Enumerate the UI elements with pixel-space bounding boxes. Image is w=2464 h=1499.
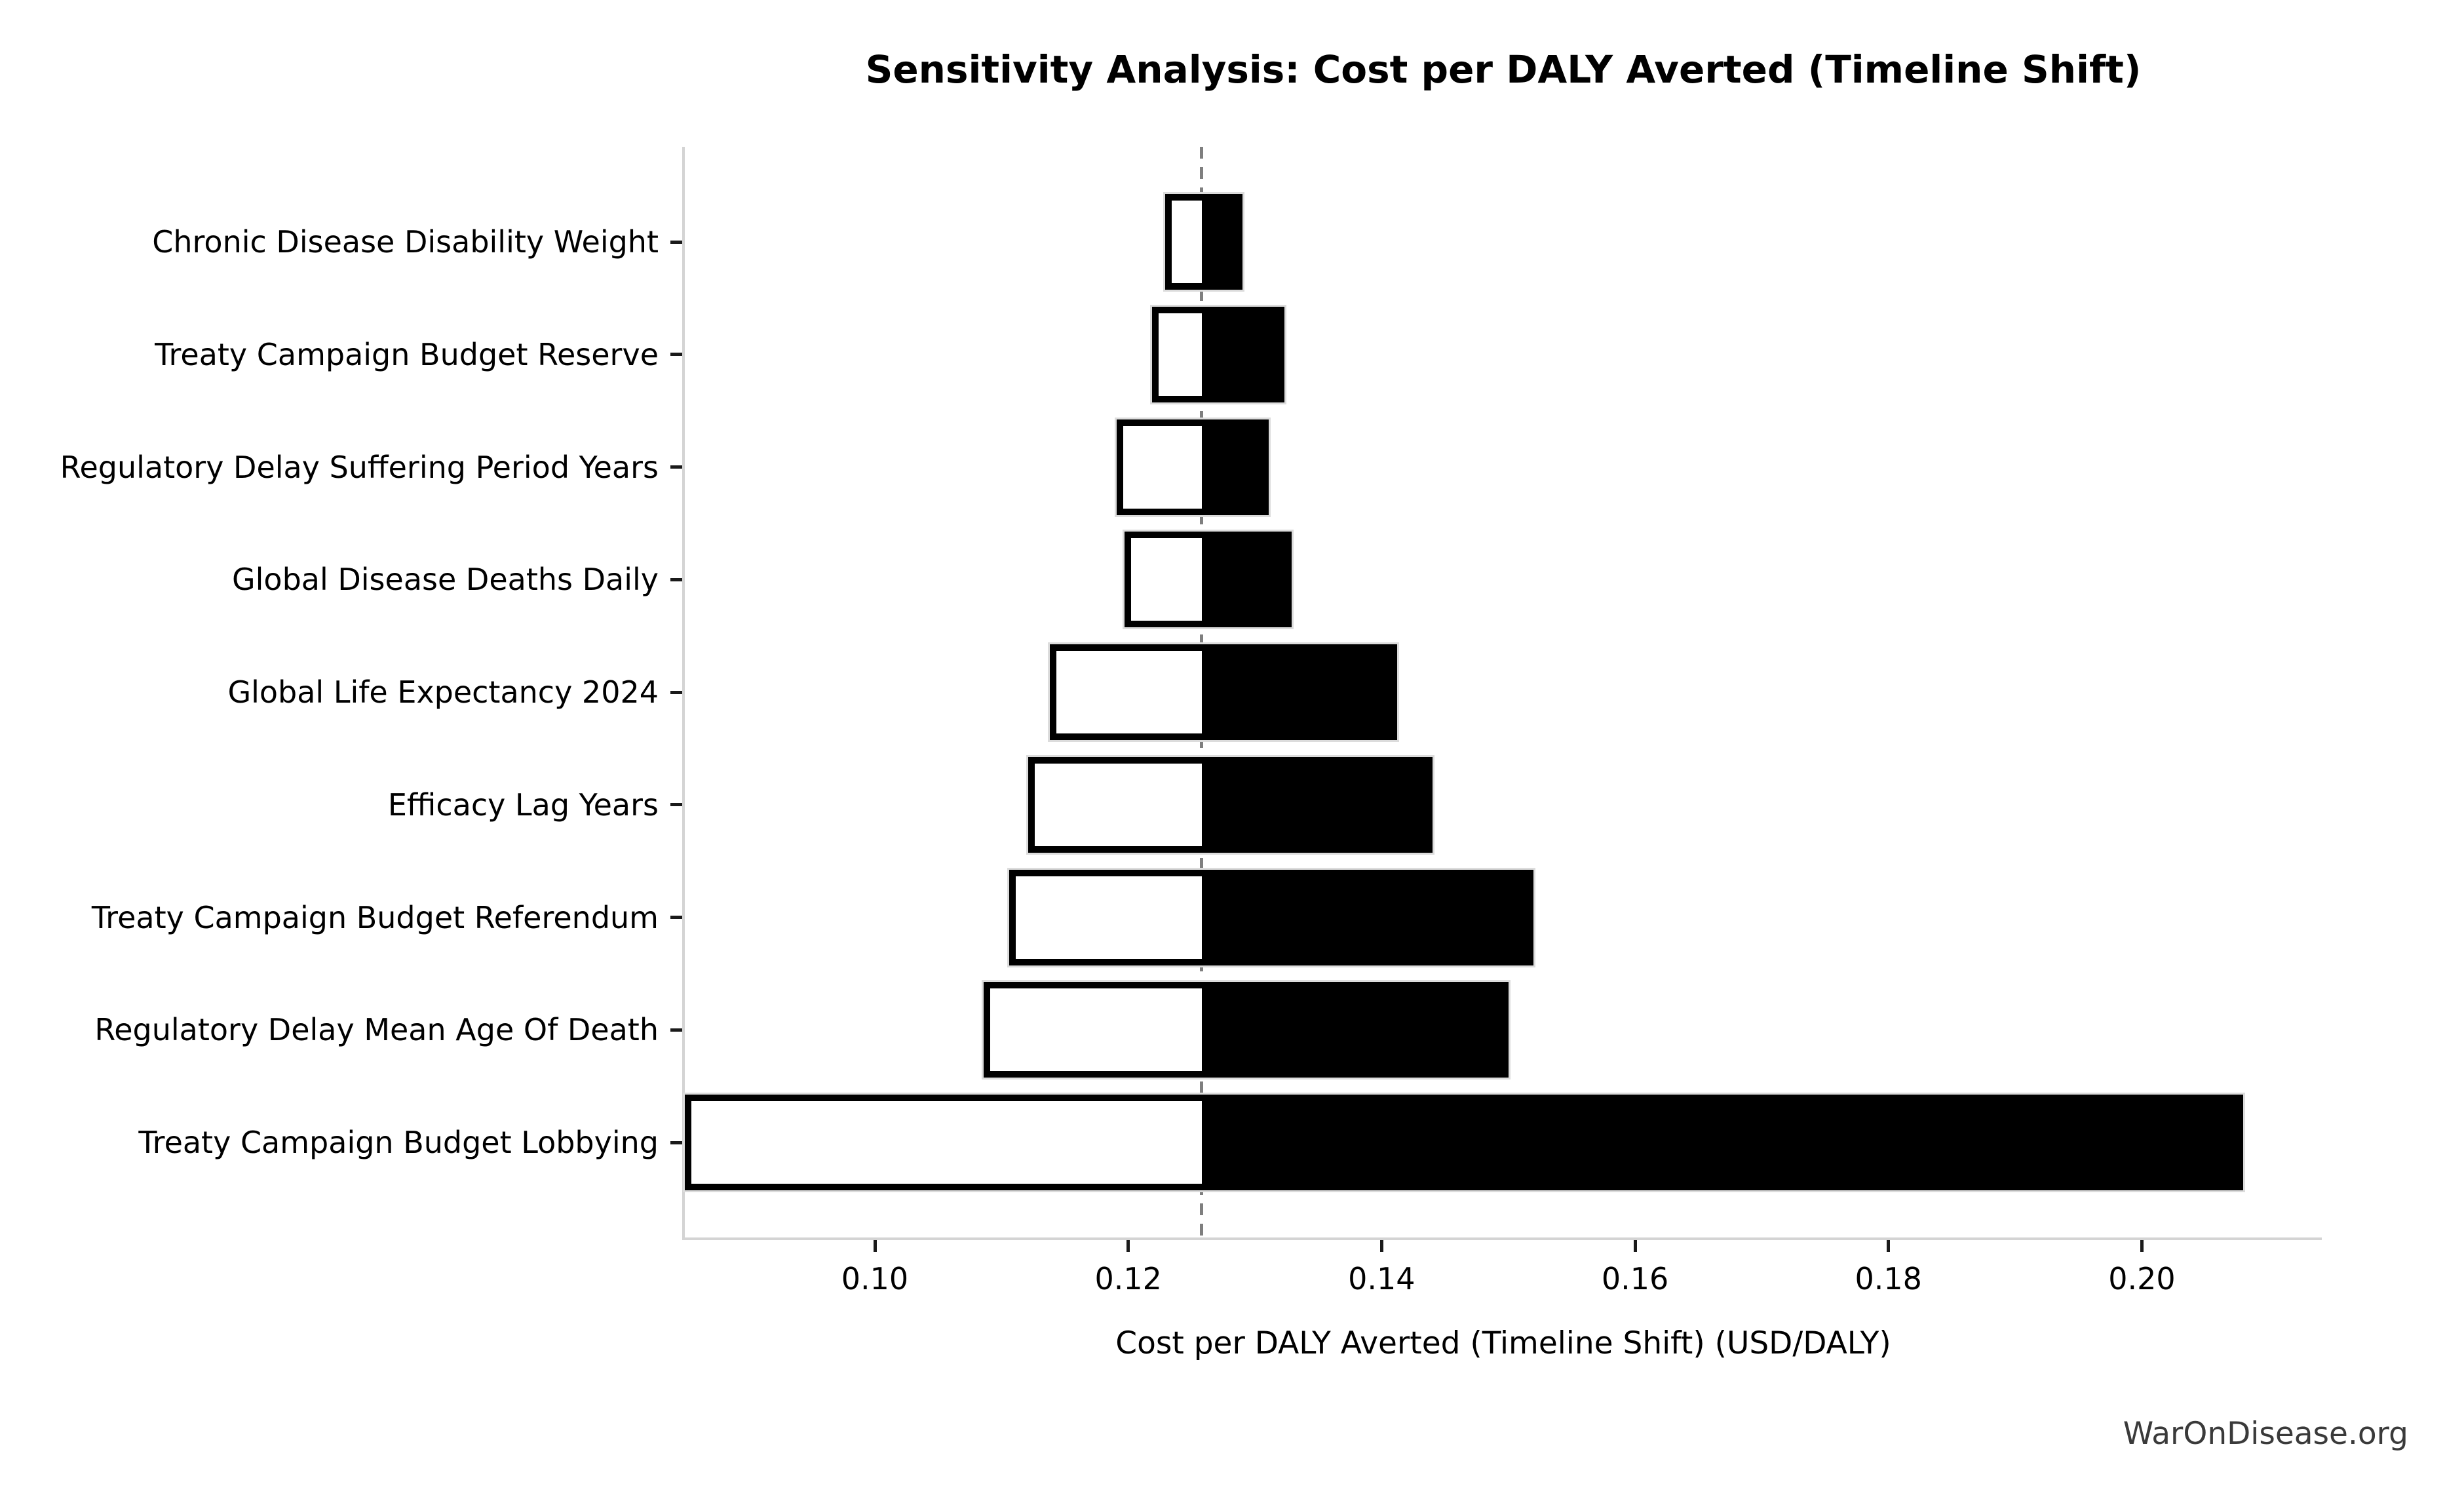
x-tick-mark (1887, 1240, 1891, 1252)
tornado-bar-low-segment (685, 1095, 1202, 1190)
tornado-bar (685, 1095, 2244, 1190)
y-tick-mark (670, 916, 682, 919)
tornado-bar-low-segment (1028, 756, 1202, 853)
tornado-bar (1028, 756, 1433, 853)
y-tick-label: Global Life Expectancy 2024 (227, 674, 659, 710)
tornado-bar (1165, 194, 1242, 290)
tornado-bar-low-segment (1009, 869, 1202, 965)
y-tick-mark (670, 577, 682, 581)
y-tick-mark (670, 803, 682, 807)
y-tick-label: Global Disease Deaths Daily (232, 562, 659, 598)
x-tick-mark (1379, 1240, 1383, 1252)
x-tick-label: 0.10 (841, 1261, 909, 1296)
y-tick-mark (670, 353, 682, 357)
tornado-bar-low-segment (1117, 419, 1202, 515)
y-tick-mark (670, 1140, 682, 1144)
y-tick-label: Regulatory Delay Suffering Period Years (60, 449, 659, 485)
x-tick-label: 0.20 (2108, 1261, 2176, 1296)
y-tick-mark (670, 465, 682, 469)
y-tick-label: Treaty Campaign Budget Referendum (91, 899, 659, 935)
y-tick-label: Regulatory Delay Mean Age Of Death (94, 1012, 659, 1048)
tornado-bar-low-segment (1165, 194, 1202, 290)
x-axis-line (682, 1237, 2322, 1240)
y-tick-label: Treaty Campaign Budget Reserve (155, 336, 659, 372)
watermark: WarOnDisease.org (2123, 1416, 2408, 1452)
x-tick-label: 0.18 (1855, 1261, 1922, 1296)
tornado-bar (1009, 869, 1534, 965)
chart-title: Sensitivity Analysis: Cost per DALY Aver… (865, 47, 2142, 92)
y-tick-label: Efficacy Lag Years (387, 787, 659, 823)
tornado-bar-low-segment (1124, 532, 1202, 628)
y-tick-mark (670, 1028, 682, 1032)
x-tick-label: 0.16 (1601, 1261, 1669, 1296)
x-tick-mark (2140, 1240, 2144, 1252)
tornado-bar-low-segment (1049, 644, 1202, 740)
x-tick-label: 0.12 (1094, 1261, 1162, 1296)
y-tick-label: Treaty Campaign Budget Lobbying (138, 1125, 659, 1160)
y-tick-label: Chronic Disease Disability Weight (152, 224, 659, 260)
x-tick-mark (1126, 1240, 1130, 1252)
x-tick-mark (1633, 1240, 1637, 1252)
tornado-bar (1152, 306, 1284, 402)
tornado-bar (1049, 644, 1397, 740)
tornado-bar (1124, 532, 1292, 628)
x-tick-label: 0.14 (1348, 1261, 1415, 1296)
x-tick-mark (873, 1240, 877, 1252)
tornado-bar-low-segment (1152, 306, 1202, 402)
x-axis-title: Cost per DALY Averted (Timeline Shift) (… (1115, 1325, 1891, 1361)
tornado-bar (1117, 419, 1269, 515)
y-axis-line (682, 147, 685, 1237)
y-tick-mark (670, 690, 682, 694)
y-tick-mark (670, 240, 682, 244)
tornado-bar (984, 982, 1509, 1078)
tornado-bar-low-segment (984, 982, 1202, 1078)
